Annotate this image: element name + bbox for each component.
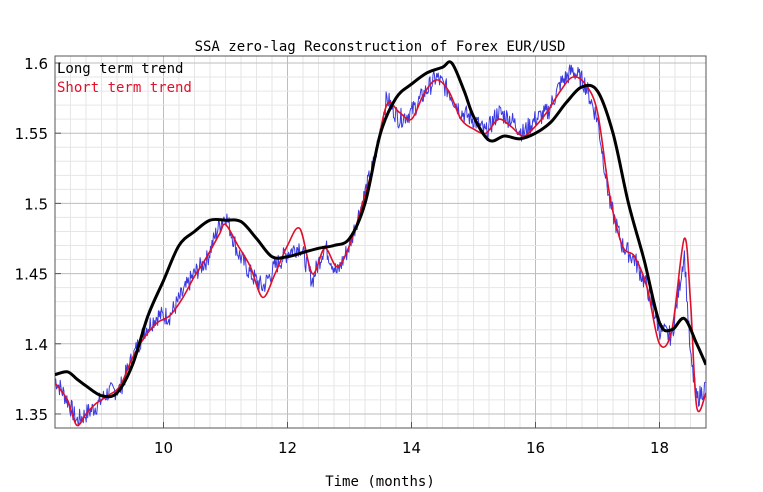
x-tick-label: 10	[154, 439, 173, 457]
y-tick-label: 1.35	[15, 406, 48, 424]
legend: Long term trend Short term trend	[57, 61, 192, 96]
x-tick-label: 16	[526, 439, 545, 457]
series-line-long	[55, 60, 706, 399]
x-axis-label: Time (months)	[325, 474, 435, 490]
y-tick-label: 1.45	[15, 266, 48, 284]
series-line-short	[55, 76, 706, 427]
plot-frame	[54, 55, 707, 429]
series-layer	[55, 60, 706, 427]
x-tick-label: 14	[402, 439, 421, 457]
y-tick-label: 1.6	[24, 55, 48, 73]
legend-entry-short: Short term trend	[57, 80, 192, 96]
legend-entry-long: Long term trend	[57, 61, 183, 77]
x-tick-label: 18	[650, 439, 669, 457]
x-tick-label: 12	[278, 439, 297, 457]
y-tick-label: 1.55	[15, 125, 48, 143]
tick-labels: 10 12 14 16 18 1.35 1.4 1.45 1.5 1.55 1.6	[15, 55, 669, 457]
chart-title: SSA zero-lag Reconstruction of Forex EUR…	[195, 39, 566, 55]
y-tick-label: 1.4	[24, 336, 48, 354]
y-tick-label: 1.5	[24, 195, 48, 213]
